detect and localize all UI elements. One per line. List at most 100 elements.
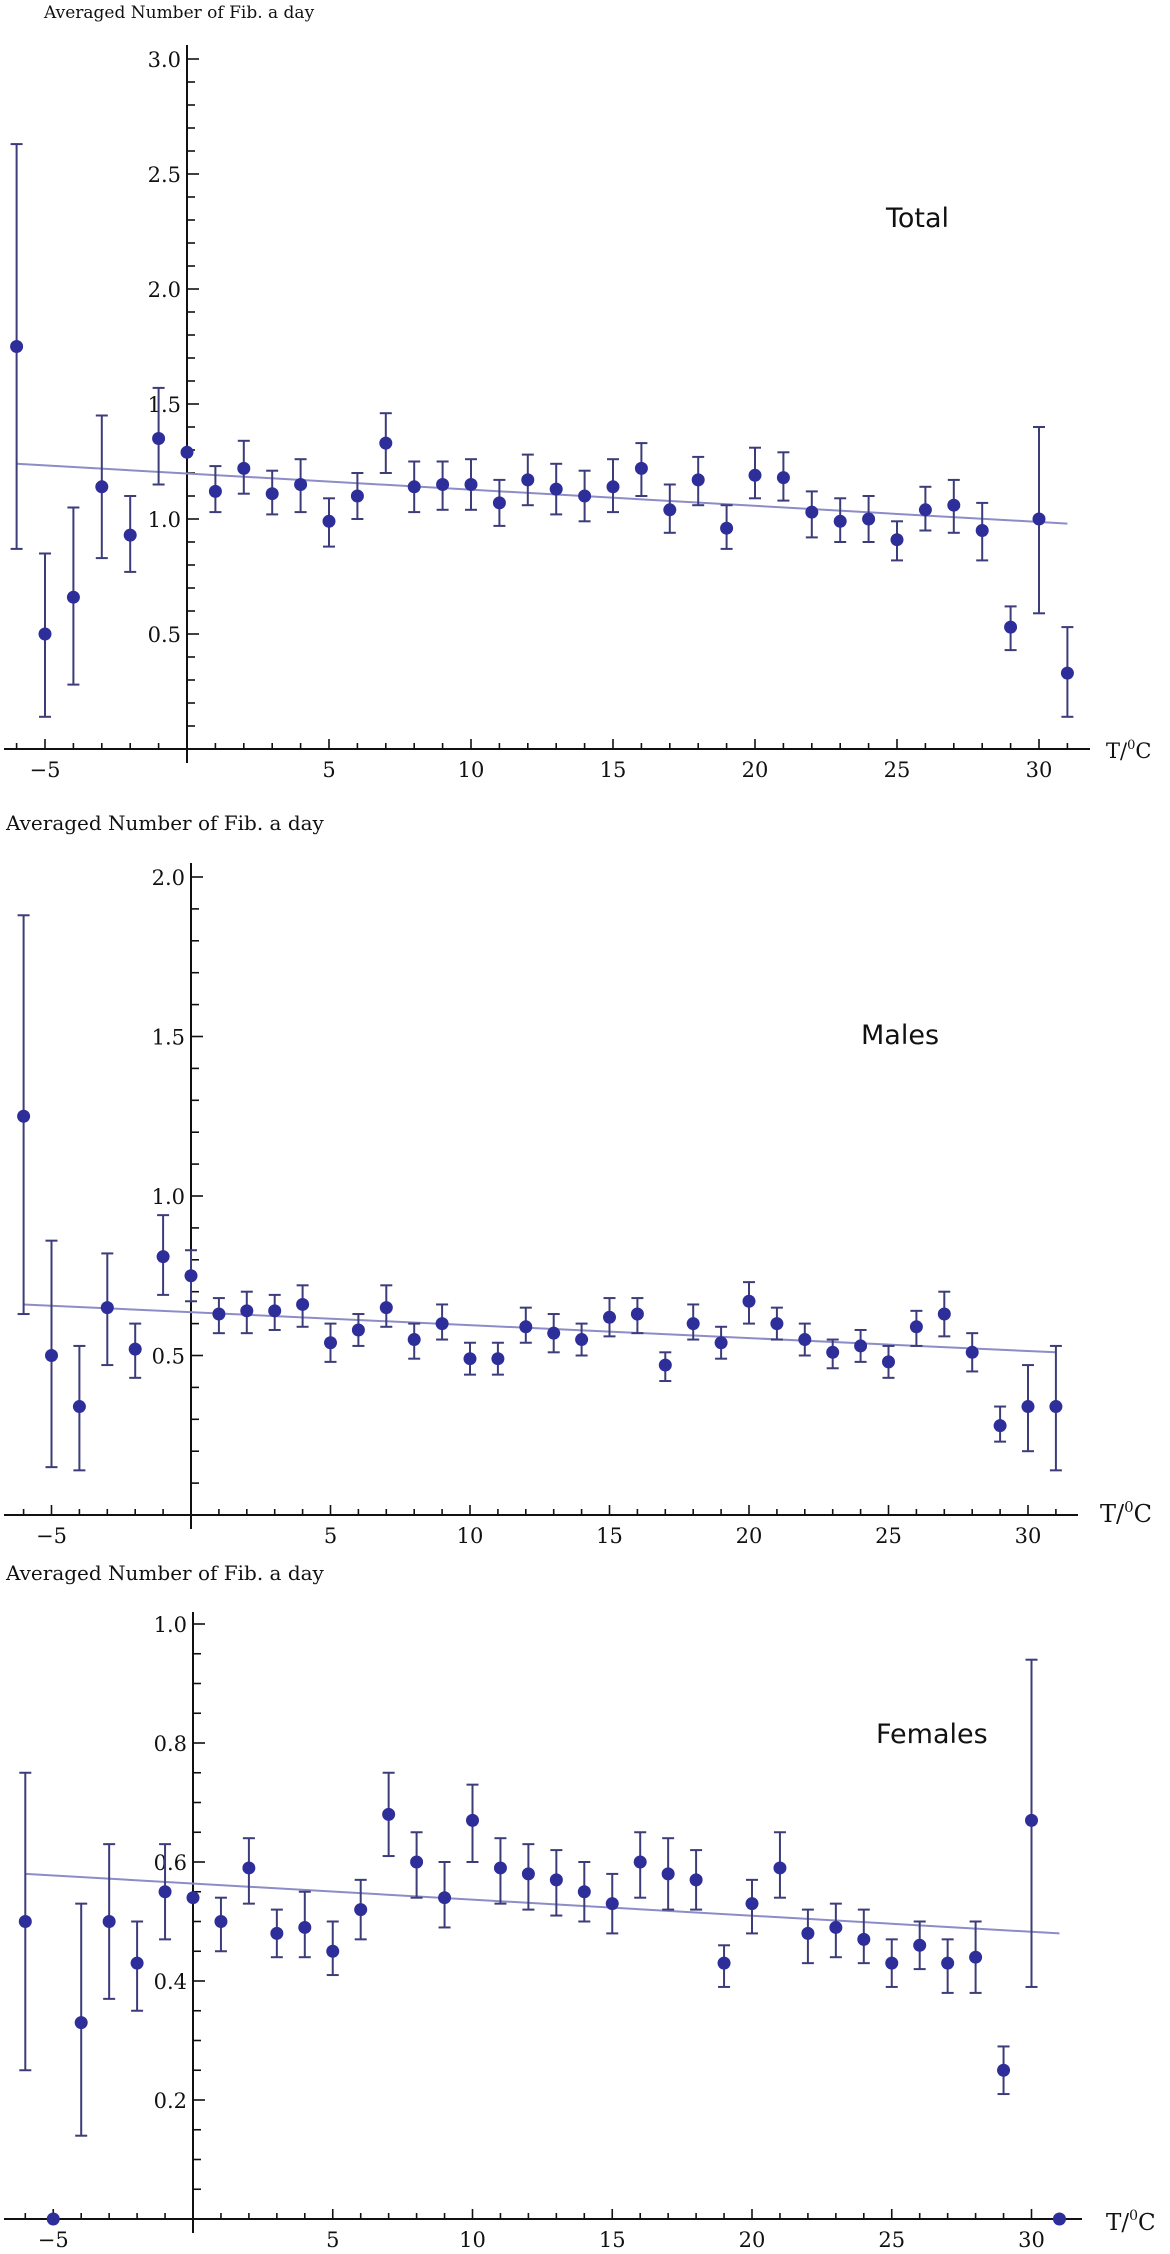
x-axis-label-sup: 0 [1124,1498,1134,1516]
data-point [351,1323,365,1337]
x-axis-label: T/0C [1100,1498,1152,1528]
data-point [18,1915,32,1928]
data-point [1032,512,1046,526]
x-tick-label: −5 [30,758,61,782]
y-tick-label: 0.2 [154,2089,187,2113]
data-point [549,1873,563,1887]
y-axis-label: Averaged Number of Fib. a day [43,3,315,23]
data-point [829,1920,843,1934]
data-point [686,1317,700,1331]
data-point [805,505,819,519]
data-point [435,1317,449,1331]
chart-panel-females: Averaged Number of Fib. a day Females T/… [4,1561,1156,2252]
chart-panel-males: Averaged Number of Fib. a day Males T/0C… [4,811,1152,1548]
y-tick-label: 1.5 [148,393,181,417]
data-point [1025,1813,1038,1827]
data-point [123,528,137,542]
data-point [689,1873,703,1887]
y-tick-label: 0.4 [154,1970,187,1994]
data-point [885,1956,899,1970]
data-point [947,498,961,512]
data-point [575,1333,589,1347]
x-tick-label: 15 [596,1524,623,1548]
data-point [776,471,790,485]
x-tick-label: 5 [324,1524,337,1548]
data-point [997,2063,1011,2077]
data-point [102,1915,116,1928]
data-point [605,1897,619,1911]
data-point [72,1400,86,1414]
data-point [100,1301,114,1315]
data-point [324,1336,337,1350]
data-point [975,524,989,537]
data-point [438,1891,452,1905]
data-point [857,1932,871,1946]
data-point [298,1920,312,1934]
data-point [661,1867,675,1881]
data-point [128,1342,142,1356]
trend-line [16,462,1068,525]
data-point [1060,666,1074,680]
x-axis-label-main: T/ [1106,739,1128,763]
y-tick-label: 1.0 [148,508,181,532]
x-axis-label-tail: C [1134,1500,1152,1528]
data-point [521,473,535,487]
data-point [270,1926,284,1940]
data-point [521,1867,535,1881]
y-tick-label: 1.5 [152,1026,185,1050]
x-axis-label-main: T/ [1100,1500,1125,1528]
data-point [603,1310,616,1324]
data-point [17,1109,31,1123]
data-point [658,1358,672,1372]
data-point [463,1352,477,1366]
y-tick-label: 0.6 [154,1851,187,1875]
data-point [74,2016,88,2030]
data-point [46,2212,60,2226]
data-point [663,503,677,517]
data-point [993,1419,1007,1433]
x-tick-label: 20 [736,1524,763,1548]
data-point [633,1855,647,1869]
x-axis-label: T/0C [1106,738,1151,763]
x-tick-label: −5 [38,2228,69,2252]
data-point [748,468,762,482]
y-tick-label: 2.0 [152,866,185,890]
data-point [158,1885,172,1899]
y-tick-label: 1.0 [154,1613,187,1637]
trend-line [25,1872,1060,1935]
data-point [941,1956,955,1970]
data-point [326,1944,340,1958]
data-point [237,461,251,475]
data-point [410,1855,424,1869]
data-point [130,1956,144,1970]
data-point [184,1269,198,1283]
data-point [862,512,876,526]
x-tick-label: 30 [1018,2228,1045,2252]
y-tick-label: 1.0 [152,1185,185,1209]
x-axis-label-sup: 0 [1127,738,1135,753]
x-axis-label-tail: C [1135,739,1151,763]
data-point [913,1938,927,1952]
data-point [630,1307,644,1321]
panel-title: Males [861,1020,939,1051]
data-point [407,480,421,494]
y-tick-label: 3.0 [148,48,181,72]
x-axis-label: T/0C [1106,2208,1156,2236]
x-tick-label: 5 [326,2228,339,2252]
x-axis-label-main: T/ [1106,2210,1129,2236]
trend-line [23,1303,1056,1354]
data-point [464,478,478,491]
data-point [798,1333,812,1347]
data-point [354,1903,368,1917]
x-tick-label: 30 [1026,758,1053,782]
data-point [208,484,222,498]
data-point [212,1307,226,1321]
data-point [965,1345,979,1359]
x-tick-label: 25 [878,2228,905,2252]
data-point [186,1891,200,1905]
data-point [937,1307,951,1321]
y-axis-label: Averaged Number of Fib. a day [5,811,325,835]
data-point [826,1345,840,1359]
data-point [1021,1400,1035,1414]
